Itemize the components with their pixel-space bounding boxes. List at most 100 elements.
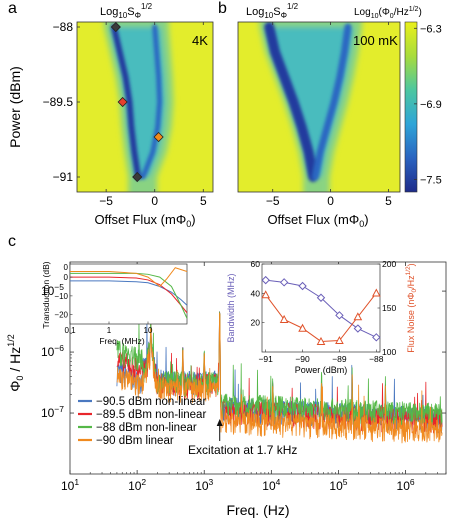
heatmap-ridge bbox=[110, 24, 142, 180]
inset-bandwidth: −91 −90 −89 −88 20 40 60 100 150 200 Bandwidth (M… bbox=[226, 259, 418, 375]
heatmap-inner-band bbox=[265, 27, 354, 177]
panel-label-c: c bbox=[8, 233, 16, 250]
spectrum-y-tick-label-0: 10−7 bbox=[41, 404, 64, 420]
x-tick-label-1: 0 bbox=[151, 194, 158, 208]
panel-label-a: a bbox=[8, 0, 17, 17]
inset-bandwidth-point-0-2 bbox=[298, 281, 307, 291]
heatmap-a-annotation: 4K bbox=[192, 33, 208, 48]
heatmap-b-annotation: 100 mK bbox=[353, 33, 398, 48]
inset-transduction-series-3 bbox=[70, 267, 188, 288]
inset-bandwidth-yl-tick-label-2: 60 bbox=[251, 259, 261, 269]
inset-bandwidth-point-0-4 bbox=[335, 311, 344, 320]
y-tick-label-1: −89.5 bbox=[43, 95, 74, 109]
heatmap-a: −5 0 5 −88 −89.5 −91 Log10SΦ1/2 4K Power (dBm… bbox=[7, 2, 214, 229]
inset-bandwidth-xlabel: Power (dBm) bbox=[295, 365, 348, 375]
inset-transduction-xlabel: Freq. (MHz) bbox=[99, 336, 145, 346]
x-tick-label-2: 5 bbox=[200, 194, 207, 208]
spectrum-x-tick-label-2: 103 bbox=[195, 477, 213, 493]
inset-bandwidth-x-tick-label-0: −91 bbox=[258, 354, 273, 364]
inset-bandwidth-yr-tick-label-1: 150 bbox=[382, 303, 396, 313]
inset-bandwidth-ylabel-left: Bandwidth (MHz) bbox=[226, 273, 236, 342]
x-tick-label-0: −5 bbox=[99, 194, 113, 208]
inset-transduction-frame bbox=[69, 263, 188, 325]
inset-fluxnoise-point-1-4 bbox=[335, 336, 344, 345]
inset-transduction-y-tick-label-1: −10 bbox=[54, 292, 68, 301]
heatmap-b-xlabel: Offset Flux (mΦ0) bbox=[267, 212, 368, 229]
inset-bandwidth-x-tick-label-2: −89 bbox=[332, 354, 347, 364]
spectrum-x-tick-label-0: 101 bbox=[61, 477, 79, 493]
heatmap-a-xlabel: Offset Flux (mΦ0) bbox=[94, 212, 195, 229]
colorbar-tick-label-1: −6.9 bbox=[420, 99, 442, 111]
inset-fluxnoise-point-1-2 bbox=[298, 323, 307, 332]
inset-fluxnoise-point-1-5 bbox=[353, 312, 363, 321]
x-tick-label-2: 5 bbox=[385, 194, 392, 208]
spectrum-y-tick-label-2: 10−5 bbox=[41, 282, 64, 298]
legend-label-2: −88 dBm non-linear bbox=[96, 422, 197, 434]
inset-bandwidth-point-0-6 bbox=[372, 333, 381, 342]
heatmap-marker-2 bbox=[153, 131, 164, 143]
inset-bandwidth-yr-tick-label-2: 200 bbox=[382, 259, 396, 269]
heatmap-b-title: Log10SΦ1/2 bbox=[246, 2, 299, 20]
panel-label-b: b bbox=[218, 0, 227, 17]
inset-transduction-series-0 bbox=[70, 280, 188, 306]
heatmap-a-title: Log10SΦ1/2 bbox=[100, 2, 153, 20]
inset-bandwidth-yr-tick-label-0: 100 bbox=[382, 347, 396, 357]
spectrum-x-tick-label-4: 105 bbox=[329, 477, 347, 493]
inset-fluxnoise-point-1-1 bbox=[279, 314, 289, 323]
legend-label-1: −89.5 dBm non-linear bbox=[96, 409, 206, 421]
inset-fluxnoise-point-1-3 bbox=[316, 336, 326, 345]
inset-bandwidth-x-tick-label-1: −90 bbox=[295, 354, 310, 364]
inset-bandwidth-yl-tick-label-0: 20 bbox=[251, 318, 261, 328]
inset-bandwidth-point-0-0 bbox=[261, 275, 270, 285]
inset-transduction-x-tick-label-1: 1 bbox=[107, 326, 112, 335]
spectrum-x-tick-label-3: 104 bbox=[262, 477, 280, 493]
colorbar bbox=[404, 21, 418, 193]
inset-bandwidth-x-tick-label-3: −88 bbox=[369, 354, 384, 364]
inset-bandwidth-ylabel-right: Flux Noise (nΦ0/Hz1/2) bbox=[405, 263, 418, 352]
y-tick-label-0: −88 bbox=[53, 20, 74, 34]
spectrum-ylabel: Φ0 / Hz1/2 bbox=[6, 334, 25, 391]
inset-bandwidth-point-0-1 bbox=[279, 278, 289, 287]
spectrum-x-tick-label-5: 106 bbox=[397, 477, 415, 493]
inset-transduction-series-2 bbox=[70, 272, 188, 319]
spectrum-x-tick-label-1: 102 bbox=[128, 477, 146, 493]
heatmap-a-frame bbox=[76, 21, 214, 193]
heatmap-b: −5 0 5 Log10SΦ1/2 100 mK Offset Flux (mΦ0)… bbox=[237, 2, 442, 229]
heatmap-marker-3 bbox=[132, 171, 143, 183]
excitation-annotation: Excitation at 1.7 kHz bbox=[188, 443, 297, 457]
x-tick-label-1: 0 bbox=[327, 194, 334, 208]
y-tick-label-2: −91 bbox=[53, 170, 74, 184]
spectrum-series-3 bbox=[116, 312, 443, 444]
inset-bandwidth-point-0-5 bbox=[353, 324, 363, 333]
inset-transduction-x-tick-label-2: 10 bbox=[144, 326, 153, 335]
spectrum-y-tick-label-1: 10−6 bbox=[41, 343, 64, 359]
colorbar-tick-label-0: −6.3 bbox=[420, 23, 442, 35]
legend-label-0: −90.5 dBm non-linear bbox=[96, 396, 206, 408]
x-tick-label-0: −5 bbox=[266, 194, 280, 208]
heatmap-dip bbox=[312, 23, 352, 181]
heatmap-b-frame bbox=[237, 21, 401, 193]
heatmap-dip bbox=[140, 24, 163, 180]
inset-transduction-y-tick-label-0: 0 bbox=[64, 273, 69, 282]
inset-bandwidth-yl-tick-label-1: 40 bbox=[251, 288, 261, 298]
inset-transduction-y-tick-label-top: 0 bbox=[64, 263, 69, 272]
inset-transduction: 0.1 1 10 0 −10 −20 0 Transduction (dB) Freq. (… bbox=[41, 261, 188, 346]
inset-transduction-y-tick-label-2: −20 bbox=[54, 311, 68, 320]
inset-fluxnoise-point-1-0 bbox=[261, 290, 271, 299]
heatmap-marker-1 bbox=[117, 96, 128, 108]
spectrum-legend: −90.5 dBm non-linear−89.5 dBm non-linear… bbox=[78, 396, 206, 447]
inset-transduction-ylabel: Transduction (dB) bbox=[41, 261, 51, 328]
heatmap-marker-0 bbox=[110, 22, 121, 33]
spectrum-frame bbox=[69, 261, 447, 475]
inset-transduction-x-tick-label-0: 0.1 bbox=[64, 326, 76, 335]
inset-fluxnoise-point-1-6 bbox=[371, 288, 381, 297]
excitation-arrowhead bbox=[216, 419, 223, 426]
legend-label-3: −90 dBm linear bbox=[96, 435, 174, 447]
colorbar-label: Log10(Φ0/Hz1/2) bbox=[354, 6, 422, 20]
heatmap-a-ylabel: Power (dBm) bbox=[7, 66, 23, 148]
heatmap-ridge bbox=[264, 22, 319, 182]
spectrum-xlabel: Freq. (Hz) bbox=[227, 502, 290, 518]
inset-bandwidth-point-0-3 bbox=[316, 293, 326, 302]
